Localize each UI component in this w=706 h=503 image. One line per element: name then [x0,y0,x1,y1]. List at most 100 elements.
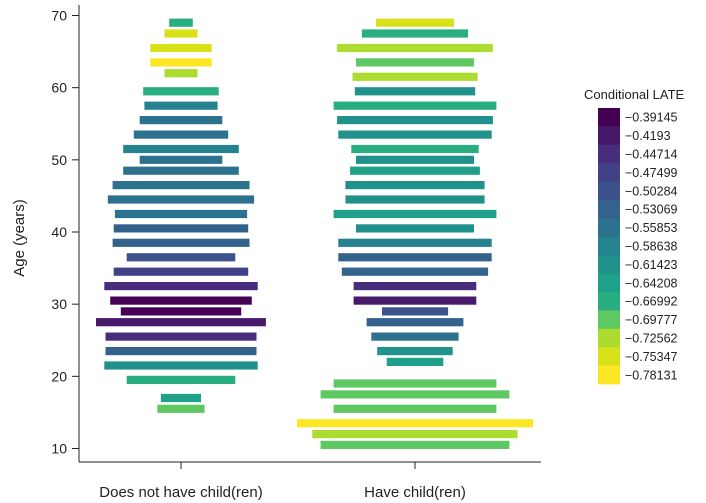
legend-label: −0.58638 [625,240,678,254]
bar [356,224,474,233]
legend-swatch [598,108,620,127]
legend-swatch [598,218,620,238]
bar [144,101,218,110]
bar [150,58,212,67]
legend: Conditional LATE −0.39145 −0.4193 −0.44714… [584,87,685,385]
y-tick-label: 50 [51,152,67,168]
bar [345,195,485,204]
bar [361,29,469,38]
bar [353,296,477,305]
bar [114,209,248,219]
bar [354,87,476,96]
bar [164,69,198,78]
legend-swatch [598,328,620,348]
bar [110,296,252,305]
bar [113,267,249,276]
plot-area [96,18,533,449]
legend-label: −0.78131 [625,368,678,382]
legend-swatch [598,181,620,201]
bar [96,318,266,327]
legend-label: −0.53069 [625,203,678,217]
legend-swatch [598,365,620,385]
bar [143,87,219,96]
y-axis-title: Age (years) [11,199,28,277]
bar [164,29,198,38]
y-axis: 10 20 30 40 50 60 70 [51,5,80,462]
bar [123,166,239,175]
bar [337,43,493,53]
y-tick-label: 20 [51,368,67,384]
bar [105,332,257,341]
bar [297,419,533,428]
legend-label: −0.66992 [625,295,678,309]
y-tick-label: 40 [51,224,67,240]
bar [107,195,255,204]
bar [169,18,193,27]
bar [333,379,497,388]
bar [320,390,510,399]
bar [112,238,250,247]
legend-swatch [598,236,620,256]
bar [352,72,478,81]
bar [320,440,510,449]
legend-label: −0.39145 [625,111,678,125]
bar [139,155,223,164]
legend-label: −0.55853 [625,221,678,235]
bar [337,116,493,125]
bar [338,253,492,262]
legend-label: −0.44714 [625,148,678,162]
bar [351,144,479,154]
bar [338,130,492,139]
bar [312,430,518,439]
y-tick-label: 30 [51,296,67,312]
legend-title: Conditional LATE [584,87,685,102]
bar [350,166,480,175]
bar [104,282,258,291]
legend-label: −0.47499 [625,166,678,180]
bar [376,18,454,27]
bar [112,181,250,190]
bar [120,307,242,316]
legend-label: −0.72562 [625,332,678,346]
bar [133,130,229,139]
bar [377,347,453,356]
legend-label: −0.69777 [625,313,678,327]
bar [126,375,236,384]
bar [126,253,236,262]
legend-label: −0.50284 [625,184,678,198]
legend-label: −0.75347 [625,350,678,364]
bar [333,101,497,110]
x-tick-label: Does not have child(ren) [99,484,262,501]
bar [104,361,258,370]
bar [113,224,249,233]
bar [139,116,223,125]
x-axis: Does not have child(ren) Have child(ren) [79,461,541,501]
y-tick-label: 60 [51,80,67,96]
legend-swatch [598,200,620,219]
y-tick-label: 10 [51,441,67,457]
bar [366,318,464,327]
legend-swatch [598,273,620,293]
bar [371,332,459,341]
legend-swatch [598,255,620,274]
legend-swatch [598,310,620,330]
bar [382,307,449,316]
bar [123,144,239,154]
bar [105,347,257,356]
legend-label: −0.61423 [625,258,678,272]
bar [157,404,205,413]
bar [160,393,201,403]
bar [333,209,497,219]
y-tick-label: 70 [51,8,67,24]
legend-swatch [598,163,620,182]
legend-label: −0.64208 [625,276,678,290]
bar [356,58,474,67]
x-tick-label: Have child(ren) [364,484,466,501]
bar [333,404,497,413]
bar [345,181,485,190]
bar [150,43,212,53]
legend-swatch [598,347,620,366]
bar [338,238,492,247]
bar [341,267,489,276]
